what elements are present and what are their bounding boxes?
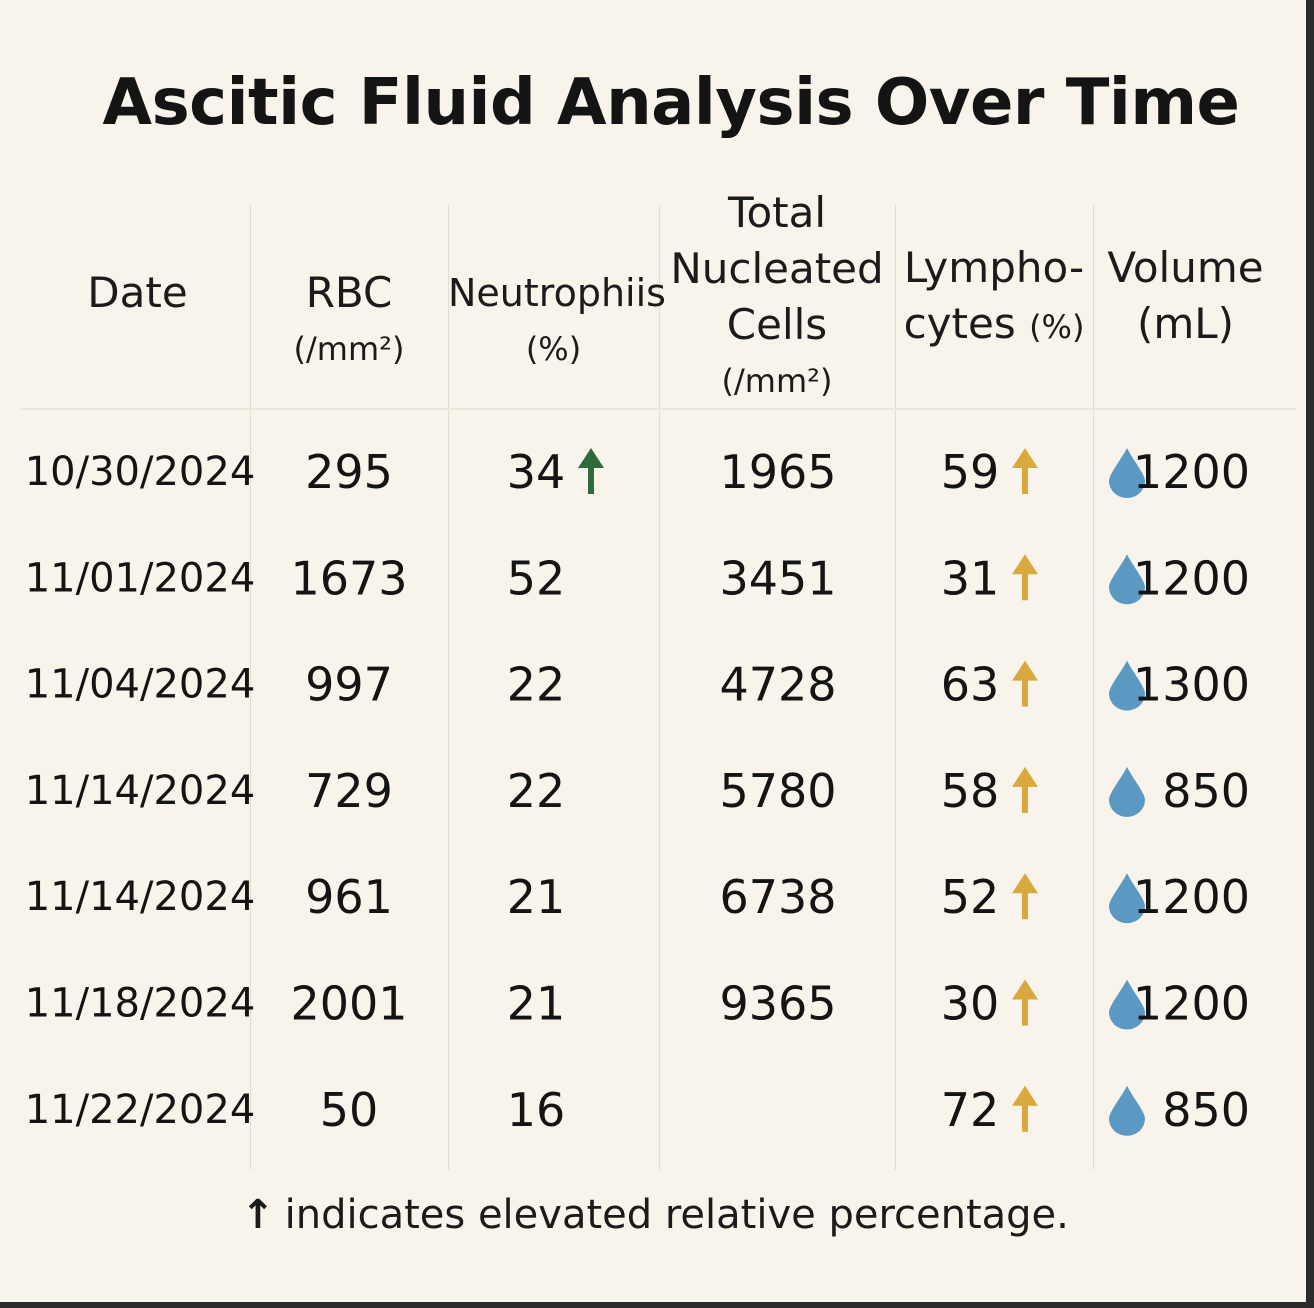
cell-date: 10/30/2024 bbox=[25, 449, 256, 495]
cell-date: 11/04/2024 bbox=[25, 662, 256, 708]
cell-volume: 850 bbox=[1162, 1083, 1250, 1137]
cell-lymphocytes: 52 bbox=[941, 870, 1000, 924]
header-neutrophils: Neutrophiis (%) bbox=[448, 265, 666, 377]
cell-volume: 850 bbox=[1162, 764, 1250, 818]
water-drop-icon bbox=[1109, 873, 1145, 924]
cell-lymphocytes: 31 bbox=[941, 551, 1000, 605]
header-tnc-unit: (/mm²) bbox=[721, 362, 833, 400]
column-divider bbox=[1093, 205, 1094, 1170]
header-volume-unit: (mL) bbox=[1136, 299, 1235, 348]
cell-date: 11/14/2024 bbox=[25, 768, 256, 814]
cell-rbc: 50 bbox=[320, 1083, 379, 1137]
chart-title: Ascitic Fluid Analysis Over Time bbox=[102, 66, 1240, 140]
header-rbc-label: RBC bbox=[305, 268, 393, 317]
column-divider bbox=[448, 205, 449, 1170]
cell-rbc: 295 bbox=[305, 445, 393, 499]
column-divider bbox=[250, 205, 251, 1170]
cell-neutrophils: 52 bbox=[507, 551, 566, 605]
cell-lymphocytes: 63 bbox=[941, 658, 1000, 712]
table-row: 11/18/2024 2001 21 9365 30 1200 bbox=[25, 977, 1250, 1031]
header-divider bbox=[20, 408, 1296, 410]
cell-rbc: 961 bbox=[305, 870, 393, 924]
cell-date: 11/22/2024 bbox=[25, 1087, 256, 1133]
arrow-up-icon bbox=[1012, 660, 1038, 707]
header-rbc-unit: (/mm²) bbox=[293, 330, 405, 368]
header-neutrophils-unit: (%) bbox=[525, 330, 582, 368]
header-date: Date bbox=[30, 265, 245, 321]
cell-total-nucleated-cells: 4728 bbox=[719, 658, 836, 712]
cell-date: 11/01/2024 bbox=[25, 555, 256, 601]
arrow-up-icon bbox=[1012, 554, 1038, 601]
column-divider bbox=[895, 205, 896, 1170]
cell-volume: 1200 bbox=[1133, 870, 1250, 924]
cell-volume: 1300 bbox=[1133, 658, 1250, 712]
header-date-label: Date bbox=[87, 268, 188, 317]
cell-total-nucleated-cells: 9365 bbox=[719, 977, 836, 1031]
table-row: 11/04/2024 997 22 4728 63 1300 bbox=[25, 658, 1250, 712]
cell-total-nucleated-cells: 3451 bbox=[719, 551, 836, 605]
cell-rbc: 1673 bbox=[290, 551, 407, 605]
arrow-up-icon bbox=[1012, 766, 1038, 813]
cell-neutrophils: 34 bbox=[507, 445, 566, 499]
water-drop-icon bbox=[1109, 979, 1145, 1030]
water-drop-icon bbox=[1109, 448, 1145, 498]
arrow-up-icon bbox=[1012, 448, 1038, 494]
arrow-up-icon bbox=[578, 448, 604, 494]
cell-lymphocytes: 30 bbox=[941, 977, 1000, 1031]
table-row: 11/22/2024 50 16 72 850 bbox=[25, 1083, 1250, 1137]
footnote: ↑ indicates elevated relative percentage. bbox=[0, 1192, 1306, 1238]
water-drop-icon bbox=[1109, 660, 1145, 711]
cell-date: 11/18/2024 bbox=[25, 981, 256, 1027]
footnote-text: indicates elevated relative percentage. bbox=[284, 1192, 1069, 1238]
cell-neutrophils: 22 bbox=[507, 658, 566, 712]
header-tnc-line1: Total bbox=[727, 188, 827, 237]
water-drop-icon bbox=[1109, 1085, 1145, 1136]
arrow-up-icon: ↑ bbox=[241, 1192, 275, 1238]
arrow-up-icon bbox=[1012, 979, 1038, 1026]
cell-neutrophils: 16 bbox=[507, 1083, 566, 1137]
cell-lymphocytes: 72 bbox=[941, 1083, 1000, 1137]
water-drop-icon bbox=[1109, 554, 1145, 605]
header-volume-label: Volume bbox=[1107, 243, 1264, 292]
header-rbc: RBC (/mm²) bbox=[250, 265, 448, 377]
cell-date: 11/14/2024 bbox=[25, 874, 256, 920]
header-lympho-line2-wrap: cytes (%) bbox=[895, 296, 1093, 355]
header-lympho-line2: cytes bbox=[903, 299, 1016, 348]
cell-total-nucleated-cells: 6738 bbox=[719, 870, 836, 924]
header-total-nucleated-cells: Total Nucleated Cells (/mm²) bbox=[659, 185, 895, 409]
cell-total-nucleated-cells: 5780 bbox=[719, 764, 836, 818]
table-row: 11/14/2024 961 21 6738 52 1200 bbox=[25, 870, 1250, 924]
column-divider bbox=[659, 205, 660, 1170]
cell-lymphocytes: 59 bbox=[941, 445, 1000, 499]
cell-rbc: 2001 bbox=[290, 977, 407, 1031]
arrow-up-icon bbox=[1012, 873, 1038, 920]
table-row: 11/14/2024 729 22 5780 58 850 bbox=[25, 764, 1250, 818]
table-row: 11/01/2024 1673 52 3451 31 1200 bbox=[25, 551, 1250, 605]
cell-rbc: 729 bbox=[305, 764, 393, 818]
cell-volume: 1200 bbox=[1133, 977, 1250, 1031]
cell-neutrophils: 22 bbox=[507, 764, 566, 818]
cell-total-nucleated-cells: 1965 bbox=[719, 445, 836, 499]
header-lymphocytes: Lympho- cytes (%) bbox=[895, 240, 1093, 355]
table-row: 10/30/2024 295 34 1965 59 1200 bbox=[25, 445, 1250, 499]
arrow-up-icon bbox=[1012, 1085, 1038, 1132]
water-drop-icon bbox=[1109, 766, 1145, 817]
header-neutrophils-label: Neutrophiis bbox=[448, 271, 666, 315]
header-tnc-line2: Nucleated bbox=[670, 244, 884, 293]
cell-volume: 1200 bbox=[1133, 445, 1250, 499]
cell-volume: 1200 bbox=[1133, 551, 1250, 605]
header-volume: Volume (mL) bbox=[1093, 240, 1278, 352]
cell-rbc: 997 bbox=[305, 658, 393, 712]
header-lympho-line1: Lympho- bbox=[903, 243, 1085, 292]
cell-neutrophils: 21 bbox=[507, 977, 566, 1031]
header-tnc-line3: Cells bbox=[726, 300, 828, 349]
header-lympho-unit: (%) bbox=[1029, 308, 1085, 346]
cell-lymphocytes: 58 bbox=[941, 764, 1000, 818]
cell-neutrophils: 21 bbox=[507, 870, 566, 924]
